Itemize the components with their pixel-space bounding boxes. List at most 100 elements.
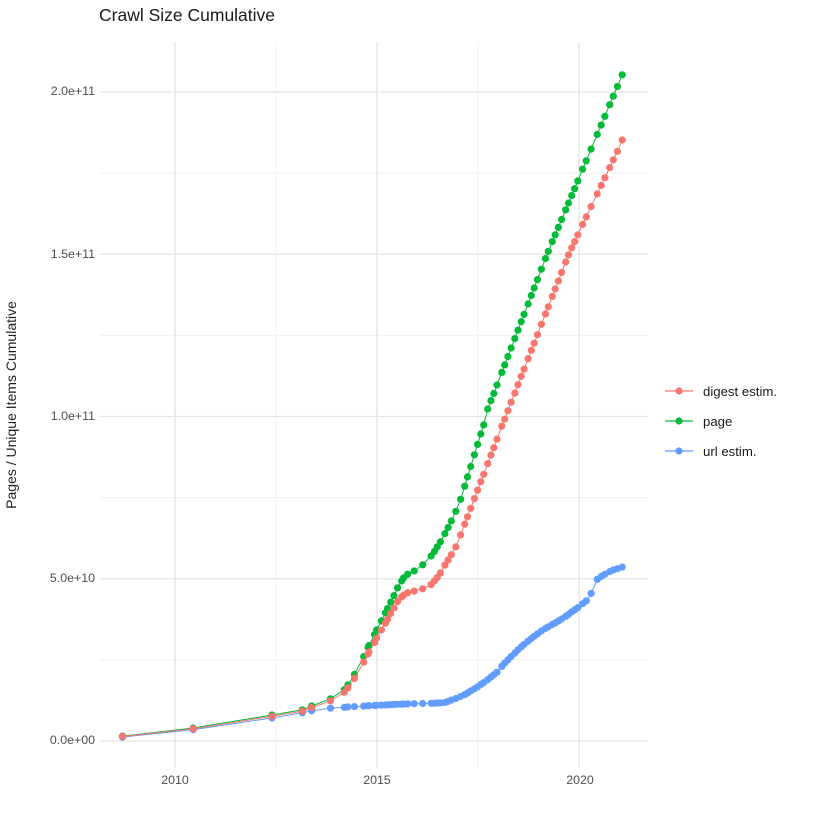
data-point-digest-estim (574, 231, 582, 239)
data-point-digest-estim (517, 372, 525, 380)
data-point-digest-estim (387, 609, 395, 618)
data-point-digest-estim (558, 268, 566, 276)
data-point-page (404, 570, 412, 578)
data-point-page (606, 101, 614, 109)
data-point-digest-estim (514, 381, 522, 389)
data-point-digest-estim (618, 136, 626, 144)
data-point-digest-estim (511, 389, 519, 397)
data-point-digest-estim (373, 634, 381, 642)
data-point-url-estim (410, 700, 418, 708)
data-point-page (480, 421, 488, 429)
data-point-page (564, 199, 573, 207)
data-point-digest-estim (360, 658, 368, 666)
legend-label: url estim. (703, 443, 757, 459)
data-point-digest-estim (527, 346, 535, 354)
data-point-digest-estim (551, 285, 559, 293)
data-point-url-estim (587, 589, 595, 598)
data-point-digest-estim (404, 589, 412, 597)
data-point-page (467, 462, 475, 471)
data-point-digest-estim (298, 707, 306, 715)
y-axis-title: Pages / Unique Items Cumulative (3, 301, 19, 509)
data-point-page (571, 185, 579, 193)
data-point-url-estim (326, 704, 335, 712)
data-point-page (487, 397, 495, 405)
data-point-page (618, 71, 626, 79)
data-point-digest-estim (504, 407, 512, 415)
data-point-page (524, 300, 532, 308)
data-point-page (568, 191, 576, 200)
data-point-page (579, 165, 587, 173)
data-point-url-estim (574, 604, 582, 612)
x-tick-label: 2010 (161, 773, 189, 787)
legend-label: digest estim. (703, 383, 778, 399)
data-point-digest-estim (383, 615, 392, 623)
data-point-digest-estim (533, 331, 542, 339)
data-point-page (554, 223, 563, 231)
data-point-url-estim (344, 703, 352, 711)
y-tick-label: 1.5e+11 (50, 247, 95, 261)
data-point-page (463, 473, 472, 481)
chart-title: Crawl Size Cumulative (99, 5, 276, 25)
data-point-page (530, 284, 538, 292)
data-point-digest-estim (562, 258, 570, 266)
data-point-page (504, 352, 512, 361)
y-tick-label: 2.0e+11 (50, 84, 95, 98)
data-point-digest-estim (308, 704, 316, 712)
legend-key-icon (665, 387, 693, 395)
data-point-page (490, 389, 498, 398)
data-point-digest-estim (444, 556, 452, 564)
data-point-digest-estim (597, 181, 605, 190)
data-point-digest-estim (377, 626, 385, 634)
data-point-digest-estim (390, 604, 398, 612)
data-point-digest-estim (587, 202, 595, 211)
data-point-digest-estim (613, 147, 622, 155)
data-point-digest-estim (564, 251, 573, 259)
data-point-page (558, 215, 566, 224)
data-point-digest-estim (606, 164, 614, 172)
data-point-page (444, 523, 452, 532)
series-line-digest-estim (122, 139, 623, 737)
data-point-digest-estim (498, 422, 506, 430)
data-point-page (609, 92, 617, 100)
data-point-url-estim (493, 668, 501, 676)
data-point-digest-estim (520, 365, 528, 373)
data-point-digest-estim (609, 156, 617, 164)
legend: digest estim. page url estim. (664, 376, 777, 466)
legend-key-icon (665, 447, 693, 455)
data-point-page (447, 517, 455, 525)
data-point-digest-estim (461, 520, 469, 528)
data-point-page (441, 530, 449, 538)
data-point-page (562, 206, 570, 214)
data-point-digest-estim (419, 585, 427, 593)
data-point-page (474, 440, 482, 448)
data-point-digest-estim (447, 551, 455, 559)
data-point-digest-estim (344, 684, 352, 692)
data-point-digest-estim (350, 674, 358, 683)
data-point-page (477, 430, 485, 438)
data-point-digest-estim (441, 561, 449, 569)
data-point-page (498, 368, 506, 376)
data-point-digest-estim (524, 355, 532, 363)
data-point-digest-estim (410, 587, 418, 595)
data-point-digest-estim (579, 220, 587, 228)
data-point-digest-estim (118, 732, 127, 741)
data-point-digest-estim (474, 486, 482, 494)
data-point-page (587, 145, 595, 153)
data-point-page (461, 482, 469, 490)
data-point-page (501, 361, 509, 369)
data-point-digest-estim (189, 725, 197, 733)
data-point-digest-estim (554, 277, 563, 285)
data-point-page (484, 405, 492, 413)
legend-item-page: page (664, 406, 777, 436)
data-point-page (387, 598, 395, 606)
data-point-page (541, 254, 550, 263)
data-point-digest-estim (582, 213, 590, 221)
data-point-page (597, 121, 605, 129)
data-point-digest-estim (268, 712, 276, 720)
data-point-digest-estim (548, 292, 556, 300)
data-point-page (410, 567, 418, 575)
gridlines (100, 42, 648, 768)
data-point-url-estim (350, 703, 358, 711)
